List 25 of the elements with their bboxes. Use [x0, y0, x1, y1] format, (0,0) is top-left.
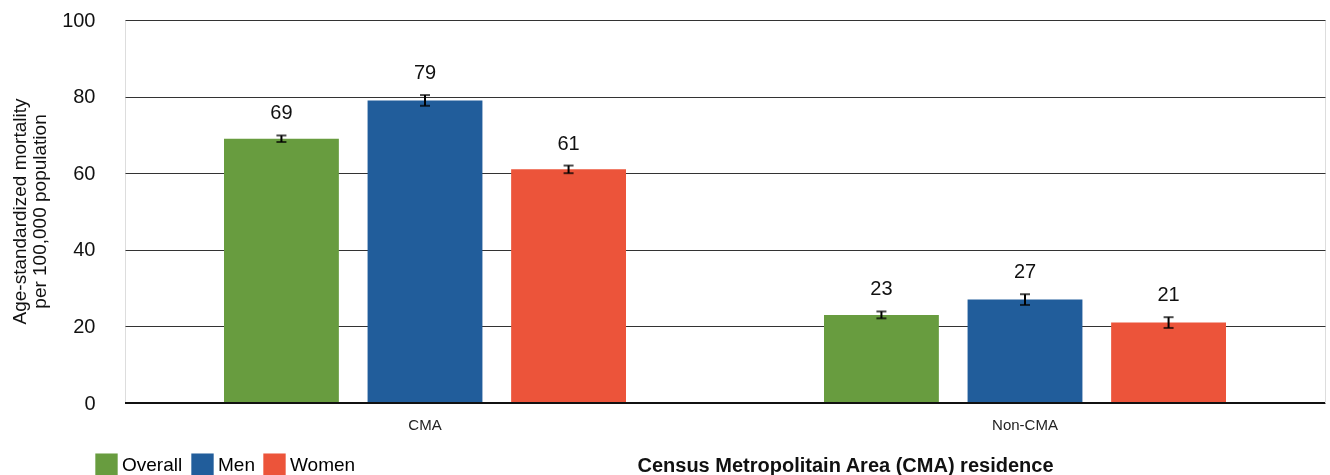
legend-label: Men	[218, 453, 255, 475]
y-tick-label: 20	[73, 314, 96, 337]
y-axis-title: Age-standardized mortality per 100,000 population	[9, 98, 50, 325]
x-axis-title: Census Metropolitain Area (CMA) residence	[637, 453, 1054, 475]
y-tick-label: 60	[73, 161, 96, 184]
x-tick-label: CMA	[408, 415, 442, 433]
data-label: 21	[1157, 283, 1180, 306]
data-label: 69	[270, 101, 293, 124]
bar	[1111, 322, 1226, 403]
data-label: 23	[870, 277, 893, 300]
bar	[967, 299, 1083, 403]
legend-label: Women	[290, 453, 356, 475]
y-tick-label: 100	[62, 8, 96, 31]
bar	[511, 169, 626, 403]
bar	[224, 138, 339, 403]
bar	[367, 100, 483, 403]
x-tick-label: Non-CMA	[992, 415, 1058, 433]
data-label: 61	[557, 131, 580, 154]
data-label: 79	[413, 61, 437, 84]
data-label: 27	[1013, 260, 1037, 283]
bar	[824, 314, 939, 403]
y-tick-label: 40	[73, 238, 96, 261]
legend-label: Overall	[122, 453, 183, 475]
y-tick-label: 80	[73, 85, 96, 108]
y-tick-label: 0	[84, 391, 96, 414]
